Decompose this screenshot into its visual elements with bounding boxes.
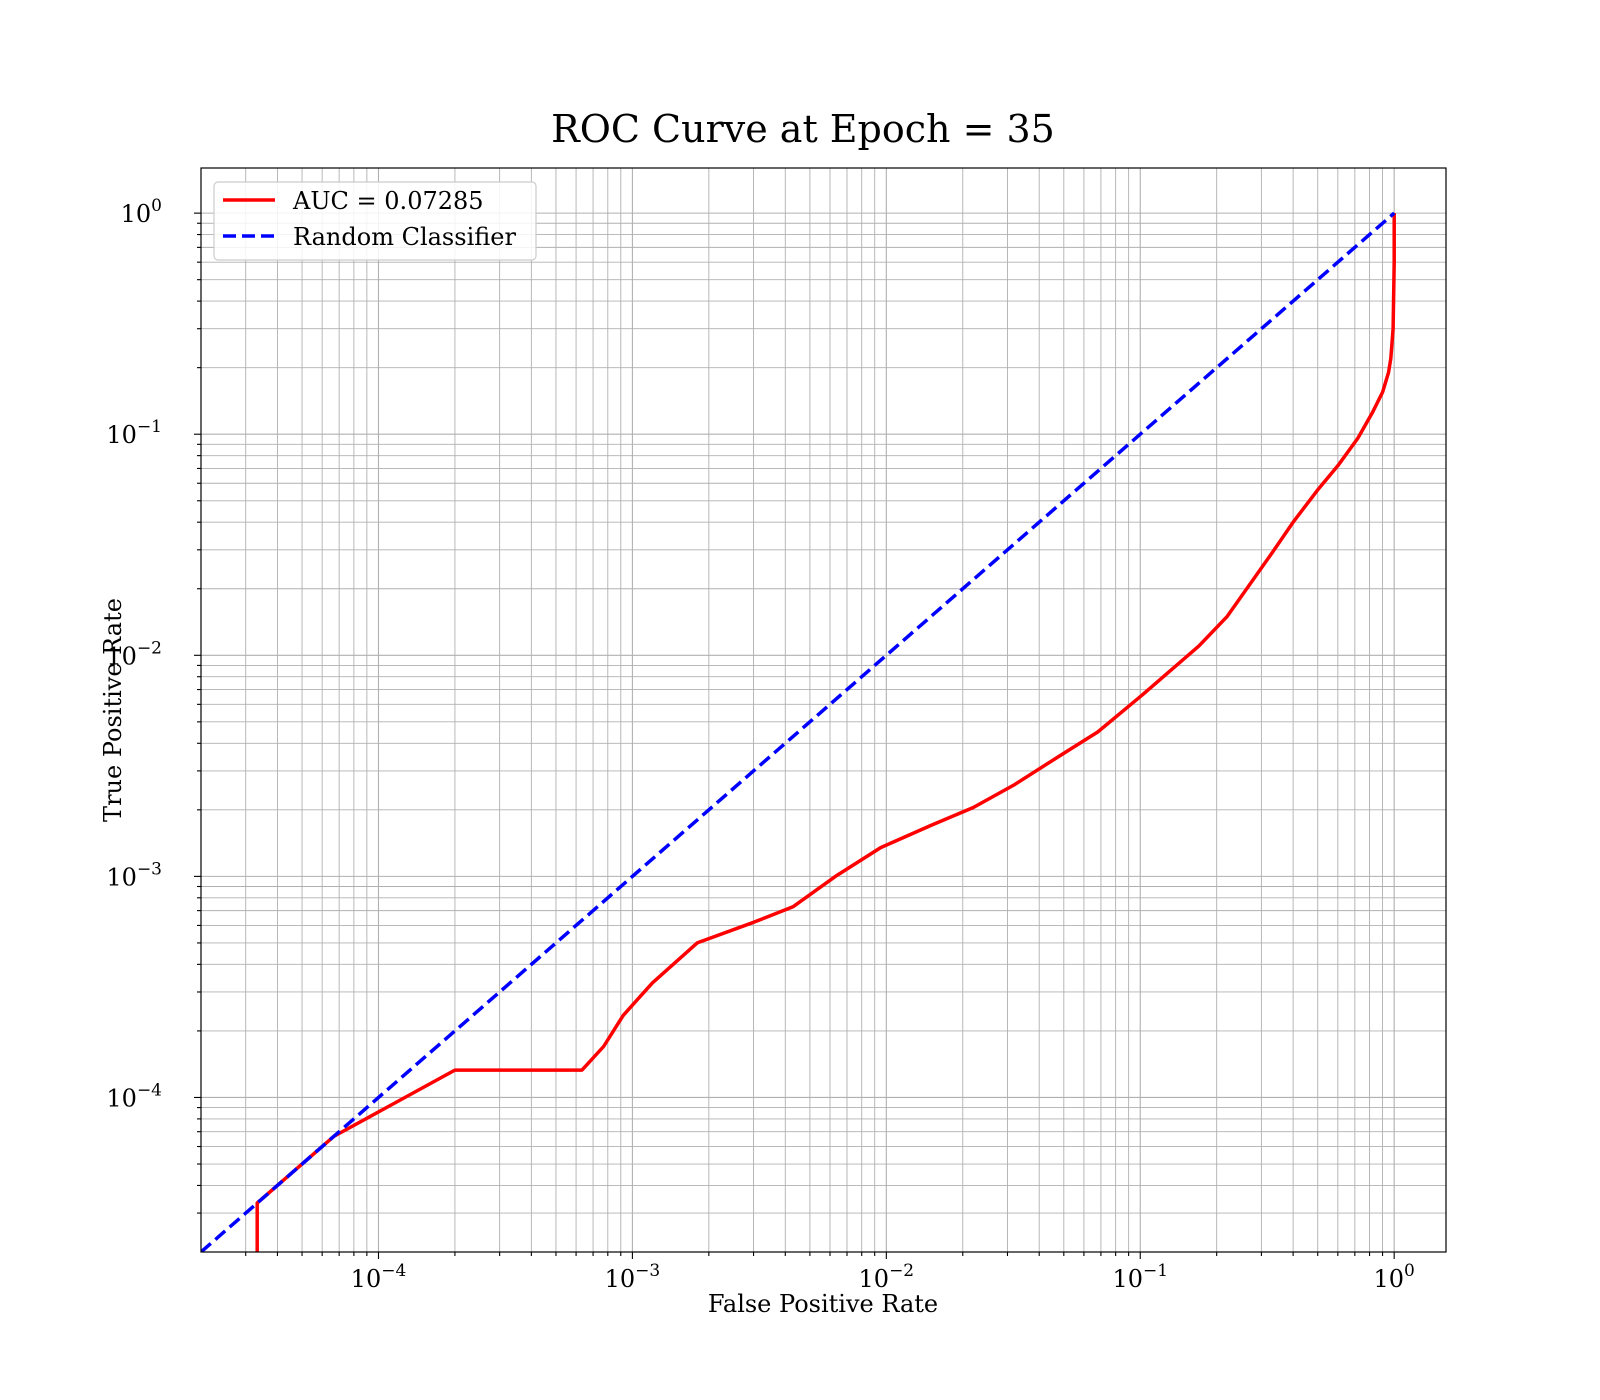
y-tick-label: 10−2 [106,638,162,670]
y-tick-label: 10−3 [106,859,162,891]
plot-area: 10−4 10−3 10−2 10−1 100 10−4 10−3 10−2 10−1 100 [106,167,1447,1293]
series-layer [201,211,1396,1252]
x-tick-label: 10−2 [859,1261,915,1293]
y-tick-label: 100 [121,196,162,228]
grid [201,168,1446,1252]
x-tick-label: 10−4 [351,1261,407,1293]
legend-box [213,181,537,261]
legend-label-random: Random Classifier [293,223,516,251]
y-tick-label: 10−1 [106,417,162,449]
roc-curve-line [255,213,1396,1252]
x-tick-label: 10−1 [1112,1261,1168,1293]
y-axis-label: True Positive Rate [99,598,127,822]
x-tick-label: 100 [1373,1261,1414,1293]
plot-frame [200,167,1447,1253]
ticks: 10−4 10−3 10−2 10−1 100 10−4 10−3 10−2 10−1 100 [106,196,1414,1293]
legend-label-auc: AUC = 0.07285 [292,187,484,215]
y-tick-label: 10−4 [106,1080,162,1112]
chart-title: ROC Curve at Epoch = 35 [551,107,1055,151]
x-tick-label: 10−3 [605,1261,661,1293]
random-classifier-line [201,211,1396,1252]
x-axis-label: False Positive Rate [708,1290,938,1318]
legend: AUC = 0.07285 Random Classifier [213,181,537,261]
